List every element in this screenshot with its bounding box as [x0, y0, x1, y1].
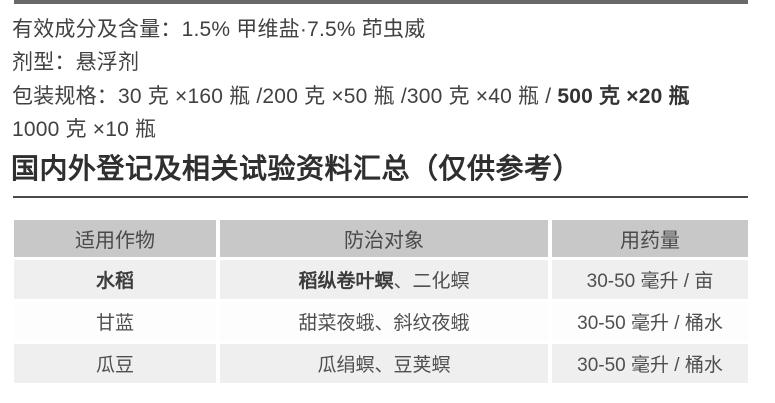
table-row-rice-crop: 水稻 — [14, 260, 216, 299]
formulation-line: 剂型：悬浮剂 — [12, 51, 140, 74]
table-header-target: 防治对象 — [220, 220, 548, 257]
table-row-rice-dosage: 30-50 毫升 / 亩 — [552, 260, 748, 299]
packaging-regular-text: 包装规格：30 克 ×160 瓶 /200 克 ×50 瓶 /300 克 ×40… — [12, 85, 558, 108]
usage-table: 适用作物 防治对象 用药量 水稻 稻纵卷叶螟 、二化螟 30-50 毫升 / 亩 … — [14, 220, 748, 383]
active-ingredient-line: 有效成分及含量：1.5% 甲维盐·7.5% 茚虫威 — [12, 18, 426, 41]
packaging-line: 包装规格：30 克 ×160 瓶 /200 克 ×50 瓶 /300 克 ×40… — [12, 84, 690, 110]
table-row-melonbean-crop: 瓜豆 — [14, 344, 216, 383]
table-row-cabbage-crop: 甘蓝 — [14, 302, 216, 341]
packaging-bold-text: 500 克 ×20 瓶 — [557, 85, 690, 108]
section-divider-rule — [13, 196, 748, 198]
table-header-crop: 适用作物 — [14, 220, 216, 257]
table-row-rice-target-bold: 稻纵卷叶螟 — [298, 271, 394, 292]
table-row-rice-target-regular: 、二化螟 — [393, 271, 470, 292]
table-row-melonbean-target-regular: 瓜绢螟、豆荚螟 — [317, 355, 451, 376]
table-header-dosage: 用药量 — [552, 220, 748, 257]
top-divider-rule — [14, 0, 748, 4]
table-row-cabbage-target-regular: 甜菜夜蛾、斜纹夜蛾 — [298, 313, 470, 334]
table-row-rice-target: 稻纵卷叶螟 、二化螟 — [220, 260, 548, 299]
packaging-line-continued: 1000 克 ×10 瓶 — [12, 118, 157, 141]
table-row-cabbage-target: 甜菜夜蛾、斜纹夜蛾 — [220, 302, 548, 341]
table-row-melonbean-dosage: 30-50 毫升 / 桶水 — [552, 344, 748, 383]
table-row-cabbage-dosage: 30-50 毫升 / 桶水 — [552, 302, 748, 341]
section-heading: 国内外登记及相关试验资料汇总（仅供参考） — [11, 153, 582, 184]
table-row-melonbean-target: 瓜绢螟、豆荚螟 — [220, 344, 548, 383]
